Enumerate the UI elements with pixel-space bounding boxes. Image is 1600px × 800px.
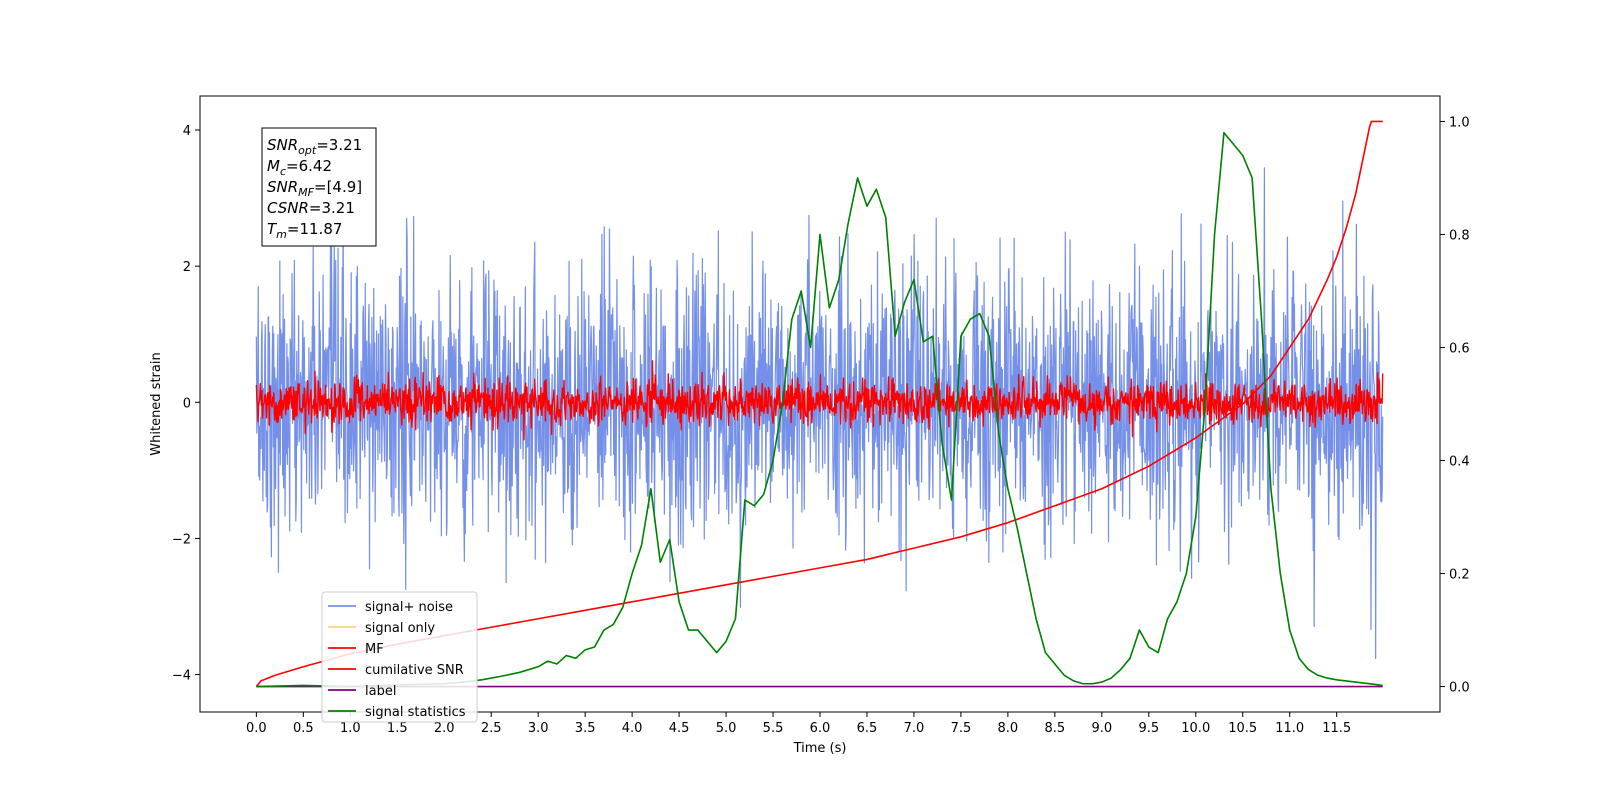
x-tick-label: 4.0 bbox=[622, 721, 643, 736]
legend-entry: cumilative SNR bbox=[365, 663, 464, 678]
x-tick-label: 10.0 bbox=[1181, 721, 1210, 736]
x-tick-label: 2.0 bbox=[434, 721, 455, 736]
x-tick-label: 7.0 bbox=[904, 721, 925, 736]
legend-entry: signal statistics bbox=[365, 705, 466, 720]
y-tick-label: 2 bbox=[183, 260, 191, 275]
x-tick-label: 10.5 bbox=[1228, 721, 1257, 736]
x-tick-label: 8.0 bbox=[998, 721, 1019, 736]
legend-frame bbox=[321, 591, 478, 723]
x-tick-label: 3.0 bbox=[528, 721, 549, 736]
legend-entry: label bbox=[365, 684, 396, 699]
y-axis-left: −4 −2 0 2 4 bbox=[172, 124, 200, 684]
annotation-line: CSNR=3.21 bbox=[267, 199, 355, 217]
y-tick-label: −4 bbox=[172, 669, 191, 684]
legend-entry: MF bbox=[365, 642, 384, 657]
x-tick-label: 6.5 bbox=[857, 721, 878, 736]
x-tick-label: 5.0 bbox=[716, 721, 737, 736]
annotation-line: Mc=6.42 bbox=[267, 157, 332, 178]
x-axis-label: Time (s) bbox=[793, 741, 847, 756]
x-tick-label: 11.0 bbox=[1275, 721, 1304, 736]
x-tick-label: 8.5 bbox=[1045, 721, 1066, 736]
annotation-frame bbox=[261, 127, 377, 247]
x-tick-label: 7.5 bbox=[951, 721, 972, 736]
x-tick-label: 1.5 bbox=[387, 721, 408, 736]
x-tick-label: 0.5 bbox=[293, 721, 314, 736]
y-tick-label: 4 bbox=[183, 124, 191, 139]
series-mf-line bbox=[255, 360, 1384, 441]
legend-entry: signal only bbox=[365, 621, 435, 636]
x-tick-label: 3.5 bbox=[575, 721, 596, 736]
y-axis-label: Whitened strain bbox=[149, 352, 164, 455]
annotation-line: SNRMF=[4.9] bbox=[267, 178, 362, 199]
x-tick-label: 9.5 bbox=[1138, 721, 1159, 736]
x-tick-label: 9.0 bbox=[1091, 721, 1112, 736]
y-axis-right: 0.0 0.2 0.4 0.6 0.8 1.0 bbox=[1440, 115, 1470, 696]
x-tick-label: 4.5 bbox=[669, 721, 690, 736]
y2-tick-label: 0.0 bbox=[1449, 681, 1470, 696]
x-tick-label: 2.5 bbox=[481, 721, 502, 736]
y2-tick-label: 0.4 bbox=[1449, 455, 1470, 470]
x-tick-label: 0.0 bbox=[246, 721, 267, 736]
y2-tick-label: 0.6 bbox=[1449, 341, 1470, 356]
x-axis: 0.0 0.5 1.0 1.5 2.0 2.5 3.0 3.5 4.0 4.5 5.0 5.5 6.0 6… bbox=[246, 712, 1351, 736]
x-tick-label: 6.0 bbox=[810, 721, 831, 736]
annotation-line: SNRopt=3.21 bbox=[267, 136, 362, 157]
y-tick-label: −2 bbox=[172, 532, 191, 547]
series-signal-noise-line bbox=[255, 167, 1384, 659]
x-tick-label: 1.0 bbox=[340, 721, 361, 736]
x-tick-label: 5.5 bbox=[763, 721, 784, 736]
y-tick-label: 0 bbox=[183, 396, 191, 411]
legend: signal+ noise signal only MF cumilative SNR… bbox=[321, 591, 478, 723]
y2-tick-label: 0.8 bbox=[1449, 228, 1470, 243]
x-tick-label: 11.5 bbox=[1322, 721, 1351, 736]
y2-tick-label: 0.2 bbox=[1449, 568, 1470, 583]
y2-tick-label: 1.0 bbox=[1449, 115, 1470, 130]
legend-entry: signal+ noise bbox=[365, 600, 453, 615]
annotation-line: Tm=11.87 bbox=[267, 220, 342, 241]
series-signal-statistics-line bbox=[256, 131, 1383, 688]
